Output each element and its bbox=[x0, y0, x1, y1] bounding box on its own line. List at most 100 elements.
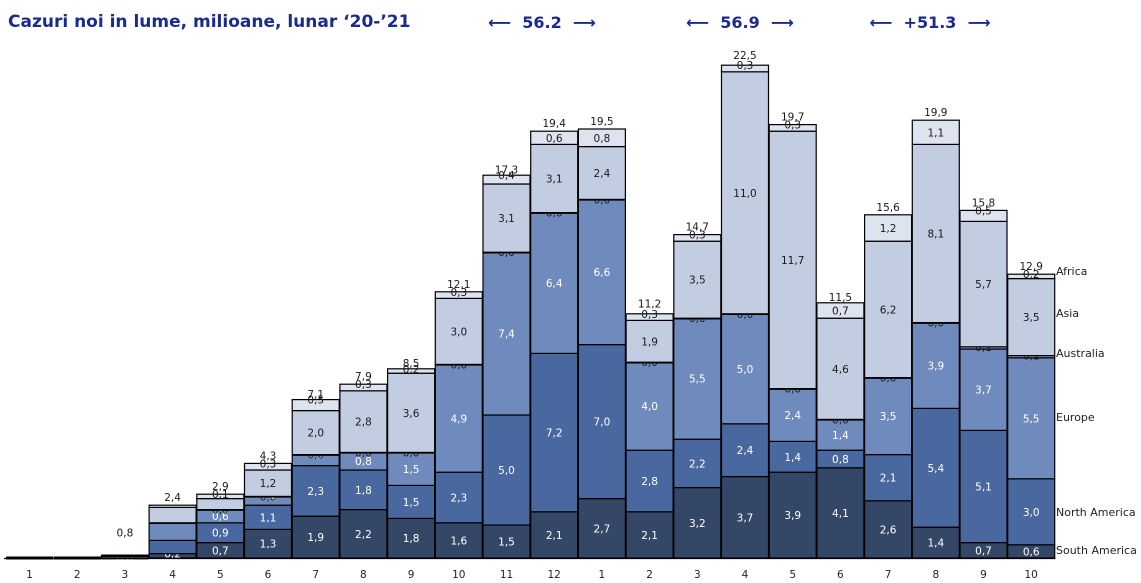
segment-label: 0,5 bbox=[307, 395, 324, 407]
segment-label: 1,5 bbox=[498, 537, 515, 549]
total-label: 7,9 bbox=[355, 371, 372, 383]
segment-label: 1,8 bbox=[355, 485, 372, 497]
bar-segment bbox=[863, 214, 913, 242]
x-tick-label: 9 bbox=[408, 569, 415, 581]
segment-label: 5,0 bbox=[498, 465, 515, 477]
arrow-total-label-2: ⟵ 56.9 ⟶ bbox=[650, 13, 830, 32]
segment-label: 0,3 bbox=[355, 379, 372, 391]
bar-segment bbox=[577, 498, 627, 559]
bar-segment bbox=[339, 383, 388, 392]
bar-segment bbox=[863, 500, 913, 559]
x-tick-label: 10 bbox=[1025, 569, 1038, 581]
bar-segment bbox=[863, 454, 913, 502]
bar-segment bbox=[148, 539, 197, 555]
bar-segment bbox=[720, 64, 770, 73]
bar-segment bbox=[243, 469, 293, 497]
segment-label: 0,5 bbox=[975, 205, 992, 217]
bar-segment bbox=[387, 372, 436, 454]
total-label: 15,8 bbox=[972, 197, 995, 209]
total-label: 19,5 bbox=[590, 116, 613, 128]
arrow-right-icon: ⟶ bbox=[759, 13, 794, 32]
x-tick-label: 4 bbox=[169, 569, 176, 581]
arrow-value-2: 56.9 bbox=[720, 13, 760, 32]
total-label: 0,8 bbox=[117, 527, 134, 539]
segment-label: 2,8 bbox=[641, 476, 658, 488]
total-label: 2,9 bbox=[212, 481, 229, 493]
total-label: 19,9 bbox=[924, 107, 947, 119]
segment-label: 2,8 bbox=[355, 417, 372, 429]
segment-label: 6,6 bbox=[594, 267, 611, 279]
bar-segment bbox=[243, 528, 293, 559]
total-label: 14,7 bbox=[686, 222, 709, 234]
bar-segment bbox=[816, 317, 865, 421]
segment-label: 2,2 bbox=[689, 458, 706, 470]
bar-segment bbox=[339, 390, 388, 453]
total-label: 19,7 bbox=[781, 112, 804, 124]
segment-label: 2,4 bbox=[594, 168, 611, 180]
total-label: 12,9 bbox=[1020, 261, 1043, 273]
arrow-total-label-1: ⟵ 56.2 ⟶ bbox=[452, 13, 632, 32]
segment-label: 0,8 bbox=[832, 454, 849, 466]
bar-segment bbox=[482, 251, 531, 416]
segment-label: 0,7 bbox=[212, 545, 229, 557]
segment-label: 4,9 bbox=[450, 413, 467, 425]
bar-segment bbox=[816, 418, 865, 451]
bar-segment bbox=[434, 522, 483, 559]
arrow-left-icon: ⟵ bbox=[686, 13, 721, 32]
x-tick-label: 8 bbox=[932, 569, 939, 581]
bar-segment bbox=[768, 440, 817, 473]
bar-segment bbox=[720, 423, 770, 478]
x-tick-label: 11 bbox=[500, 569, 513, 581]
total-label: 11,2 bbox=[638, 299, 661, 311]
bar-segment bbox=[673, 234, 722, 242]
bar-segment bbox=[1007, 478, 1056, 546]
bar-segment bbox=[625, 313, 674, 321]
bar-segment bbox=[434, 363, 483, 473]
legend-entry: Europe bbox=[1056, 411, 1095, 424]
bar-segment bbox=[768, 123, 817, 132]
segment-label: 1,2 bbox=[880, 223, 897, 235]
x-tick-label: 6 bbox=[837, 569, 844, 581]
segment-label: 1,5 bbox=[403, 464, 420, 476]
segment-label: 3,0 bbox=[450, 326, 467, 338]
segment-label: 2,2 bbox=[355, 529, 372, 541]
total-label: 11,5 bbox=[829, 292, 852, 304]
segment-label: 0,6 bbox=[546, 133, 563, 145]
total-label: 4,3 bbox=[260, 450, 277, 462]
segment-label: 0,2 bbox=[403, 364, 420, 376]
segment-label: 0,1 bbox=[212, 489, 229, 501]
segment-label: 2,3 bbox=[307, 486, 324, 498]
segment-label: 4,6 bbox=[832, 364, 849, 376]
segment-label: 2,4 bbox=[784, 410, 801, 422]
bar-segment bbox=[530, 130, 579, 145]
segment-label: 3,6 bbox=[403, 408, 420, 420]
segment-label: 1,5 bbox=[403, 497, 420, 509]
bar-segment bbox=[577, 344, 627, 500]
bar-segment bbox=[530, 143, 579, 214]
segment-label: 2,7 bbox=[594, 523, 611, 535]
segment-label: 5,7 bbox=[975, 279, 992, 291]
segment-label: 6,2 bbox=[880, 304, 897, 316]
legend-entry: Asia bbox=[1056, 307, 1079, 320]
segment-label: 0,9 bbox=[212, 528, 229, 540]
segment-label: 3,1 bbox=[546, 174, 563, 186]
bar-segment bbox=[673, 240, 722, 319]
segment-label: 5,5 bbox=[689, 374, 706, 386]
bar-segment bbox=[577, 128, 627, 148]
bar-segment bbox=[243, 504, 293, 531]
bar-segment bbox=[625, 361, 674, 451]
bar-segment bbox=[148, 506, 197, 524]
total-label: 15,6 bbox=[876, 202, 900, 214]
bar-segment bbox=[530, 511, 579, 559]
segment-label: 3,2 bbox=[689, 518, 706, 530]
segment-label: 3,1 bbox=[498, 213, 515, 225]
legend-entry: South America bbox=[1056, 544, 1137, 557]
segment-label: 5,0 bbox=[737, 364, 754, 376]
total-label: 17,3 bbox=[495, 164, 518, 176]
segment-label: 1,4 bbox=[927, 538, 944, 550]
bar-segment bbox=[1007, 357, 1056, 480]
segment-label: 0,3 bbox=[737, 60, 754, 72]
segment-label: 3,5 bbox=[880, 411, 897, 423]
x-tick-label: 2 bbox=[646, 569, 653, 581]
arrow-right-icon: ⟶ bbox=[561, 13, 596, 32]
